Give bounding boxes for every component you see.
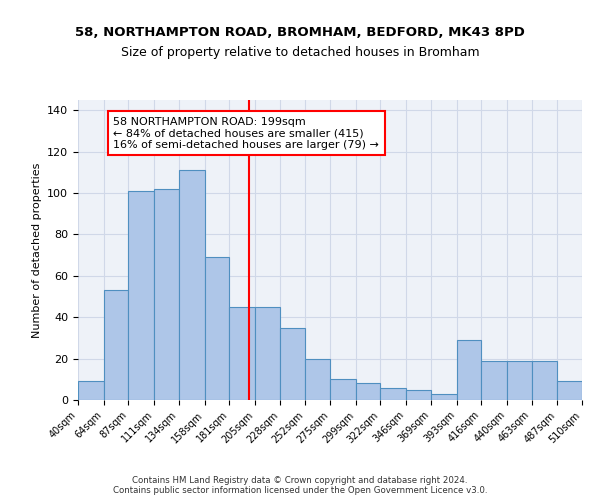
Bar	[128, 191, 154, 400]
Bar	[507, 360, 532, 400]
Bar	[330, 380, 356, 400]
Bar	[380, 388, 406, 400]
Bar	[305, 358, 330, 400]
Bar	[431, 394, 457, 400]
Y-axis label: Number of detached properties: Number of detached properties	[32, 162, 41, 338]
Bar	[532, 360, 557, 400]
Bar	[205, 257, 229, 400]
Bar	[154, 189, 179, 400]
Bar	[557, 382, 582, 400]
Bar	[457, 340, 481, 400]
Bar	[229, 307, 255, 400]
Bar	[481, 360, 507, 400]
Text: 58, NORTHAMPTON ROAD, BROMHAM, BEDFORD, MK43 8PD: 58, NORTHAMPTON ROAD, BROMHAM, BEDFORD, …	[75, 26, 525, 39]
Bar	[280, 328, 305, 400]
Bar	[356, 384, 380, 400]
Bar	[78, 382, 104, 400]
Text: Size of property relative to detached houses in Bromham: Size of property relative to detached ho…	[121, 46, 479, 59]
Text: 58 NORTHAMPTON ROAD: 199sqm
← 84% of detached houses are smaller (415)
16% of se: 58 NORTHAMPTON ROAD: 199sqm ← 84% of det…	[113, 116, 379, 150]
Bar	[179, 170, 205, 400]
Bar	[104, 290, 128, 400]
Text: Contains HM Land Registry data © Crown copyright and database right 2024.
Contai: Contains HM Land Registry data © Crown c…	[113, 476, 487, 495]
Bar	[255, 307, 280, 400]
Bar	[406, 390, 431, 400]
